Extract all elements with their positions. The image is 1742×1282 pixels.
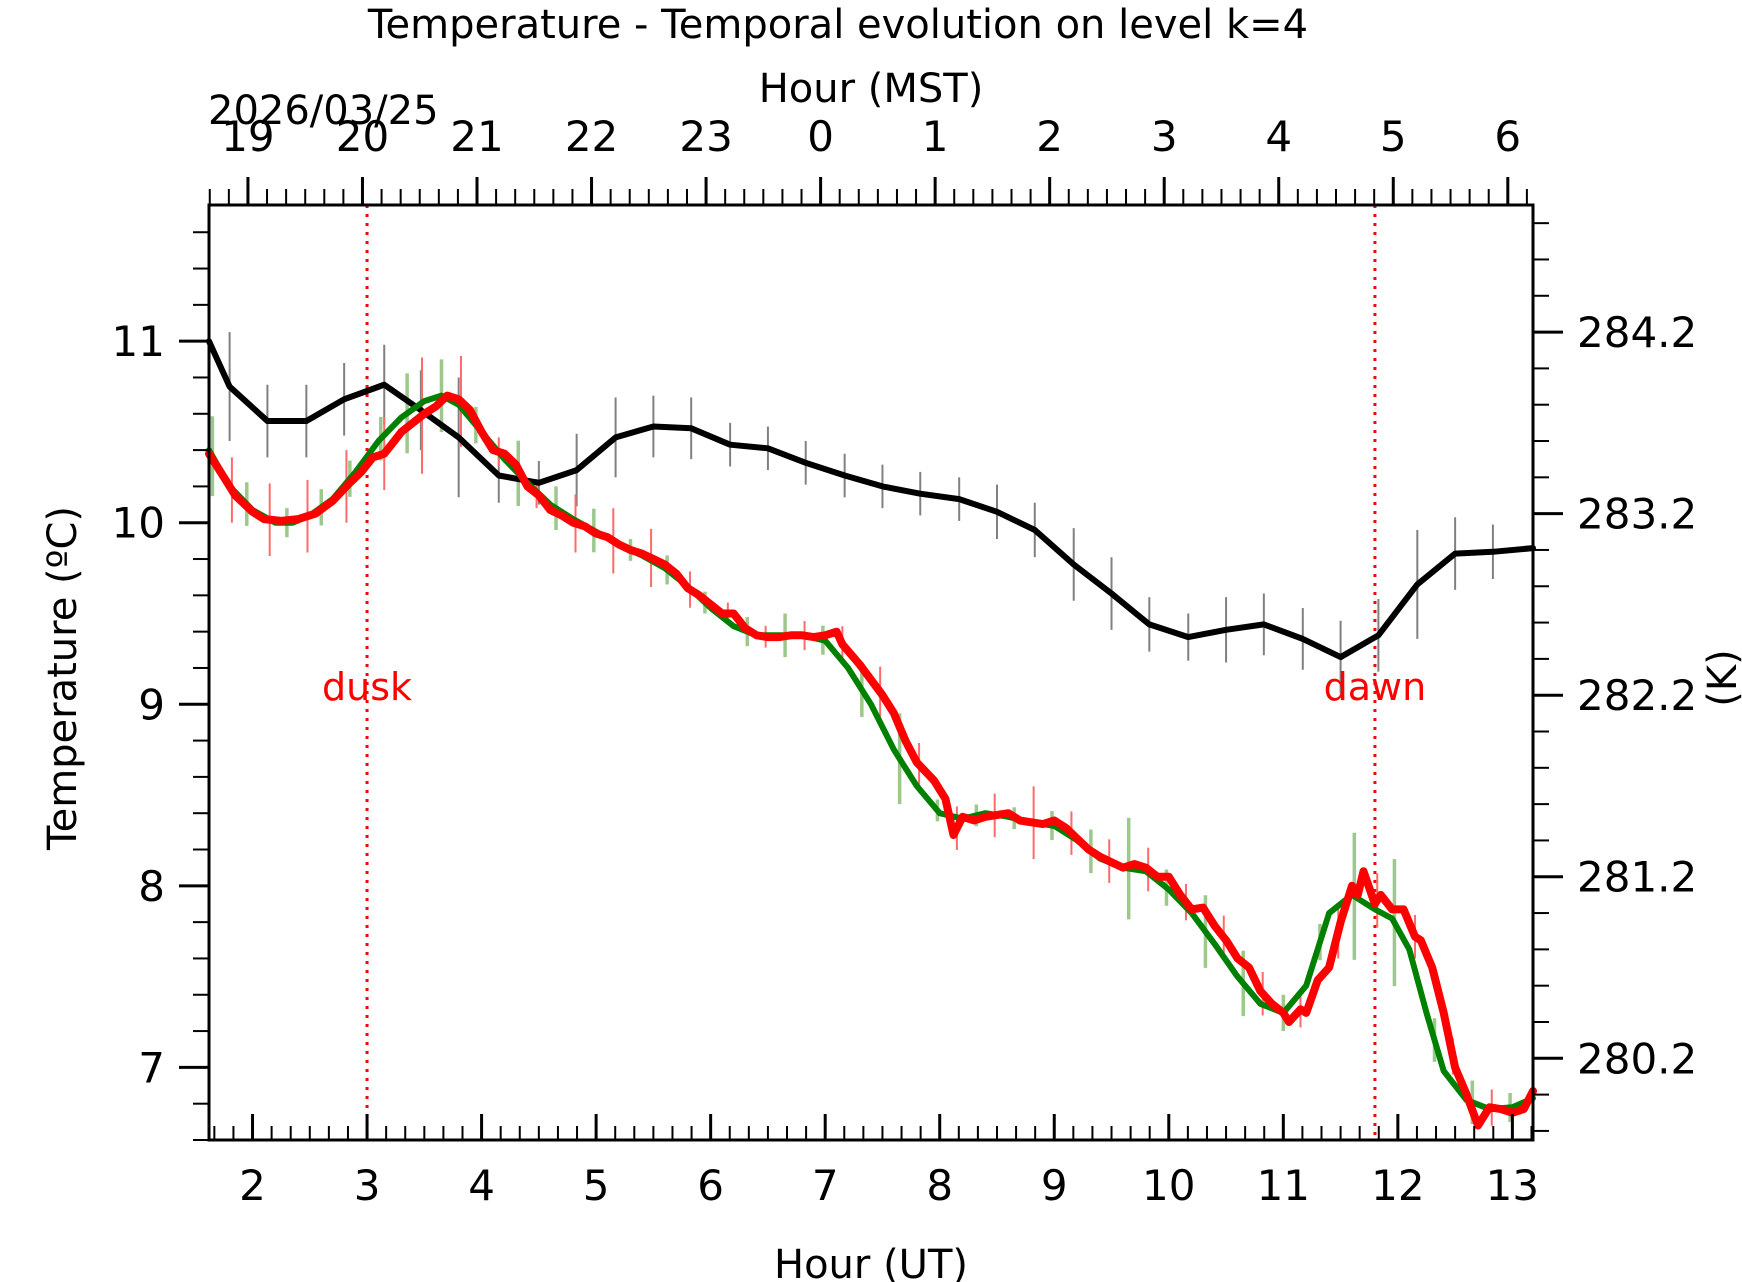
top-tick-label: 4 [1265,112,1292,161]
x-tick-label: 4 [468,1161,495,1210]
y-tick-label: 11 [112,317,165,366]
y-tick-label: 8 [138,862,165,911]
top-axis-label: Hour (MST) [759,66,984,112]
date-label: 2026/03/25 [208,88,439,134]
top-tick-label: 1 [922,112,949,161]
axis-ticks [179,177,1563,1141]
y-tick-label: 7 [138,1043,165,1092]
data-series [205,338,1537,1130]
x-axis-label: Hour (UT) [774,1242,968,1282]
series-red-line [205,391,1537,1130]
x-tick-label: 8 [926,1161,953,1210]
annotations: dusk dawn [322,665,1426,709]
y-tick-label: 9 [138,680,165,729]
x-tick-label: 5 [583,1161,610,1210]
annotation-dawn: dawn [1324,665,1427,709]
x-tick-label: 12 [1371,1161,1424,1210]
top-tick-label: 2 [1036,112,1063,161]
x-tick-label: 9 [1041,1161,1068,1210]
right-tick-label: 284.2 [1577,308,1697,357]
top-tick-label: 23 [679,112,732,161]
dusk-dawn-lines [365,205,1377,1140]
error-bars [210,332,1534,1126]
x-tick-label: 2 [239,1161,266,1210]
top-tick-label: 22 [565,112,618,161]
top-tick-label: 20 [336,112,389,161]
plot-frame [207,203,1535,1142]
right-tick-label: 281.2 [1577,853,1697,902]
top-tick-label: 0 [807,112,834,161]
top-tick-label: 19 [221,112,274,161]
top-tick-label: 5 [1380,112,1407,161]
top-tick-label: 21 [450,112,503,161]
x-tick-label: 13 [1486,1161,1539,1210]
right-axis-label: (K) [1700,649,1742,706]
x-tick-label: 6 [697,1161,724,1210]
x-tick-label: 10 [1142,1161,1195,1210]
x-tick-label: 7 [812,1161,839,1210]
top-tick-label: 3 [1151,112,1178,161]
right-tick-label: 283.2 [1577,490,1697,539]
series-green-line [206,392,1536,1113]
x-tick-label: 3 [354,1161,381,1210]
right-tick-label: 280.2 [1577,1034,1697,1083]
top-tick-label: 6 [1494,112,1521,161]
right-tick-label: 282.2 [1577,671,1697,720]
x-tick-label: 11 [1257,1161,1310,1210]
annotation-dusk: dusk [322,665,412,709]
chart-title: Temperature - Temporal evolution on leve… [367,2,1308,48]
y-tick-label: 10 [112,499,165,548]
y-axis-label: Temperature (ºC) [40,506,86,851]
